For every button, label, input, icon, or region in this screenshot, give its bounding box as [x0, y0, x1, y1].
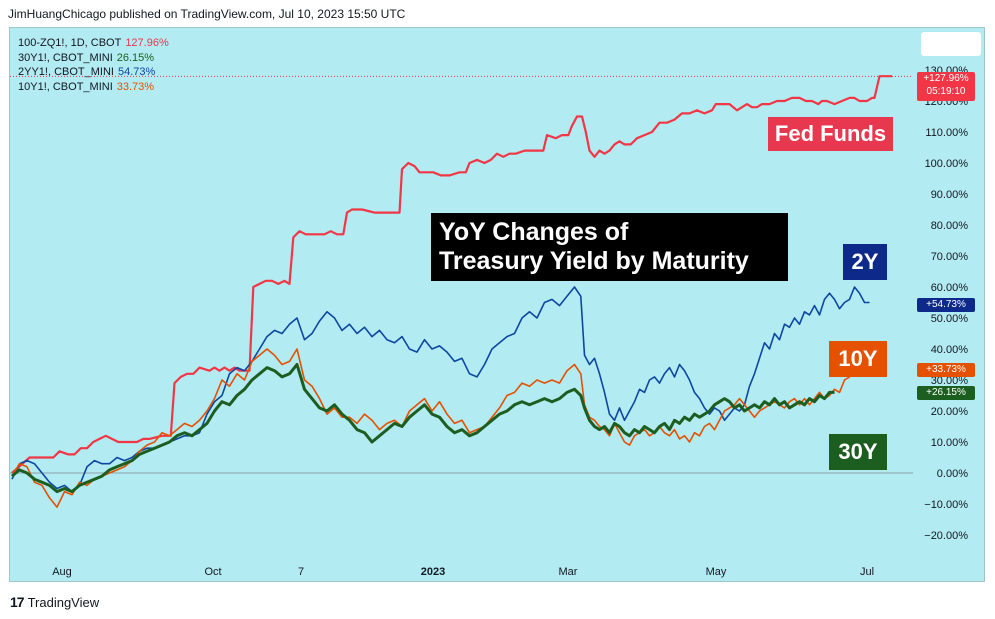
fed-price-tag: +127.96% 05:19:10 — [917, 72, 975, 101]
y-tick-label: 20.00% — [931, 406, 969, 418]
y-tick-label: 90.00% — [931, 189, 969, 201]
thirty-y-price-tag: +26.15% — [917, 386, 975, 400]
tradingview-logo-icon: 17 — [10, 594, 25, 610]
legend-symbol: 10Y1!, CBOT_MINI — [18, 80, 113, 93]
legend-row[interactable]: 10Y1!, CBOT_MINI 33.73% — [18, 80, 169, 95]
y-tick-label: 10.00% — [931, 437, 969, 449]
legend-symbol: 30Y1!, CBOT_MINI — [18, 51, 113, 64]
x-tick-label: Jul — [860, 566, 874, 578]
legend-value: 26.15% — [116, 51, 155, 64]
legend-row[interactable]: 30Y1!, CBOT_MINI 26.15% — [18, 51, 169, 66]
y-tick-label: −20.00% — [924, 530, 968, 542]
x-tick-label: Oct — [204, 566, 221, 578]
y-tick-label: −10.00% — [924, 499, 968, 511]
y-tick-label: 80.00% — [931, 220, 969, 232]
legend-value: 127.96% — [125, 37, 169, 49]
ten-y-price-tag: +33.73% — [917, 363, 975, 377]
ten-y-label: 10Y — [829, 341, 887, 377]
two-y-label: 2Y — [843, 244, 887, 280]
legend-symbol: 2YY1!, CBOT_MINI — [18, 66, 114, 78]
y-tick-label: 40.00% — [931, 344, 969, 356]
y-tick-label: 60.00% — [931, 282, 969, 294]
fed-countdown: 05:19:10 — [926, 86, 966, 97]
legend-value: 54.73% — [117, 66, 156, 78]
chart-settings-box[interactable] — [921, 32, 981, 56]
legend-symbol: 100-ZQ1!, 1D, CBOT — [18, 37, 122, 49]
x-tick-label: Mar — [559, 566, 578, 578]
series-line-2yy1 — [11, 286, 870, 493]
x-tick-label: 2023 — [421, 566, 445, 578]
y-tick-label: 110.00% — [925, 127, 968, 139]
chart-title-annotation: YoY Changes of Treasury Yield by Maturit… — [431, 213, 788, 281]
fed-price-value: +127.96% — [923, 73, 969, 84]
footer-brand[interactable]: 17 TradingView — [10, 594, 99, 610]
x-tick-label: May — [706, 566, 727, 578]
y-tick-label: 0.00% — [937, 468, 968, 480]
x-tick-label: 7 — [298, 566, 304, 578]
series-line-30y1 — [11, 363, 835, 494]
legend-row[interactable]: 100-ZQ1!, 1D, CBOT 127.96% — [18, 36, 169, 51]
fed-funds-label: Fed Funds — [768, 117, 893, 151]
thirty-y-label: 30Y — [829, 434, 887, 470]
series-line-10y1 — [11, 348, 856, 508]
x-tick-label: Aug — [52, 566, 72, 578]
two-y-price-tag: +54.73% — [917, 298, 975, 312]
y-tick-label: 70.00% — [931, 251, 969, 263]
series-line-100zq1 — [11, 75, 892, 474]
y-tick-label: 50.00% — [931, 313, 969, 325]
publisher-line: JimHuangChicago published on TradingView… — [8, 7, 406, 21]
legend-row[interactable]: 2YY1!, CBOT_MINI 54.73% — [18, 65, 169, 80]
footer-brand-text: TradingView — [27, 594, 100, 610]
y-tick-label: 30.00% — [931, 375, 969, 387]
series-legend: 100-ZQ1!, 1D, CBOT 127.96% 30Y1!, CBOT_MIN… — [18, 36, 169, 94]
legend-value: 33.73% — [116, 80, 155, 93]
y-tick-label: 100.00% — [925, 158, 969, 170]
